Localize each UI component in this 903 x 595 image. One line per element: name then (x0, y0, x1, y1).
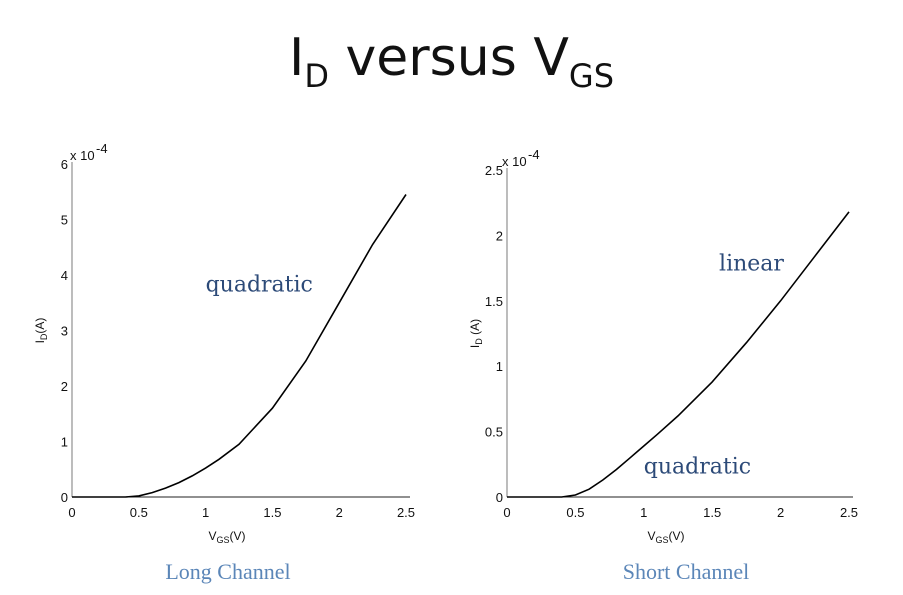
y-axis-label: ID (A) (468, 319, 484, 348)
y-tick-label: 2.5 (485, 163, 503, 178)
x-tick-label: 1.5 (263, 505, 281, 520)
axis-multiplier-exponent: -4 (528, 147, 540, 162)
y-tick-label: 0 (496, 490, 503, 505)
annotation-quadratic: quadratic (206, 273, 313, 298)
y-tick-label: 1.5 (485, 294, 503, 309)
x-tick-label: 2 (777, 505, 784, 520)
axis-multiplier: x 10 (502, 154, 527, 169)
y-tick-label: 0 (61, 490, 68, 505)
series-line (72, 194, 407, 498)
y-tick-label: 2 (61, 379, 68, 394)
x-axis-label: VGS(V) (208, 529, 245, 545)
plot-long-channel: 0 0.5 1 1.5 2 2.5 0 1 2 4 5 6 3 x 10 -4 VGS(V) ID(A) quad… (33, 141, 415, 584)
y-tick-label: 3 (61, 324, 68, 339)
x-tick-label: 0 (503, 505, 510, 520)
x-axis-label: VGS(V) (647, 529, 684, 545)
y-tick-label: 2 (496, 228, 503, 243)
title-sub-d: D (304, 57, 329, 95)
axis-multiplier-exponent: -4 (96, 141, 108, 156)
axis-multiplier: x 10 (70, 148, 95, 163)
slide-title: ID versus VGS (0, 28, 903, 95)
chart-caption: Long Channel (165, 559, 290, 584)
x-tick-label: 1.5 (703, 505, 721, 520)
annotation-quadratic: quadratic (644, 454, 751, 479)
x-tick-label: 0.5 (130, 505, 148, 520)
title-main: I (288, 28, 305, 88)
y-tick-label: 1 (496, 359, 503, 374)
x-tick-label: 0.5 (566, 505, 584, 520)
x-tick-label: 2.5 (397, 505, 415, 520)
x-tick-label: 0 (68, 505, 75, 520)
y-tick-label: 1 (61, 435, 68, 450)
y-tick-label: 4 (61, 268, 68, 283)
series-line (507, 211, 850, 498)
x-tick-label: 1 (202, 505, 209, 520)
y-tick-label: 5 (61, 213, 68, 228)
title-mid: versus V (328, 28, 569, 88)
y-tick-label: 0.5 (485, 425, 503, 440)
x-tick-label: 2 (336, 505, 343, 520)
y-tick-label: 6 (61, 157, 68, 172)
x-tick-label: 1 (640, 505, 647, 520)
chart-caption: Short Channel (623, 559, 750, 584)
x-tick-label: 2.5 (840, 505, 858, 520)
title-sub-gs: GS (568, 57, 614, 95)
annotation-linear: linear (719, 252, 784, 277)
y-axis-label: ID(A) (33, 318, 49, 344)
